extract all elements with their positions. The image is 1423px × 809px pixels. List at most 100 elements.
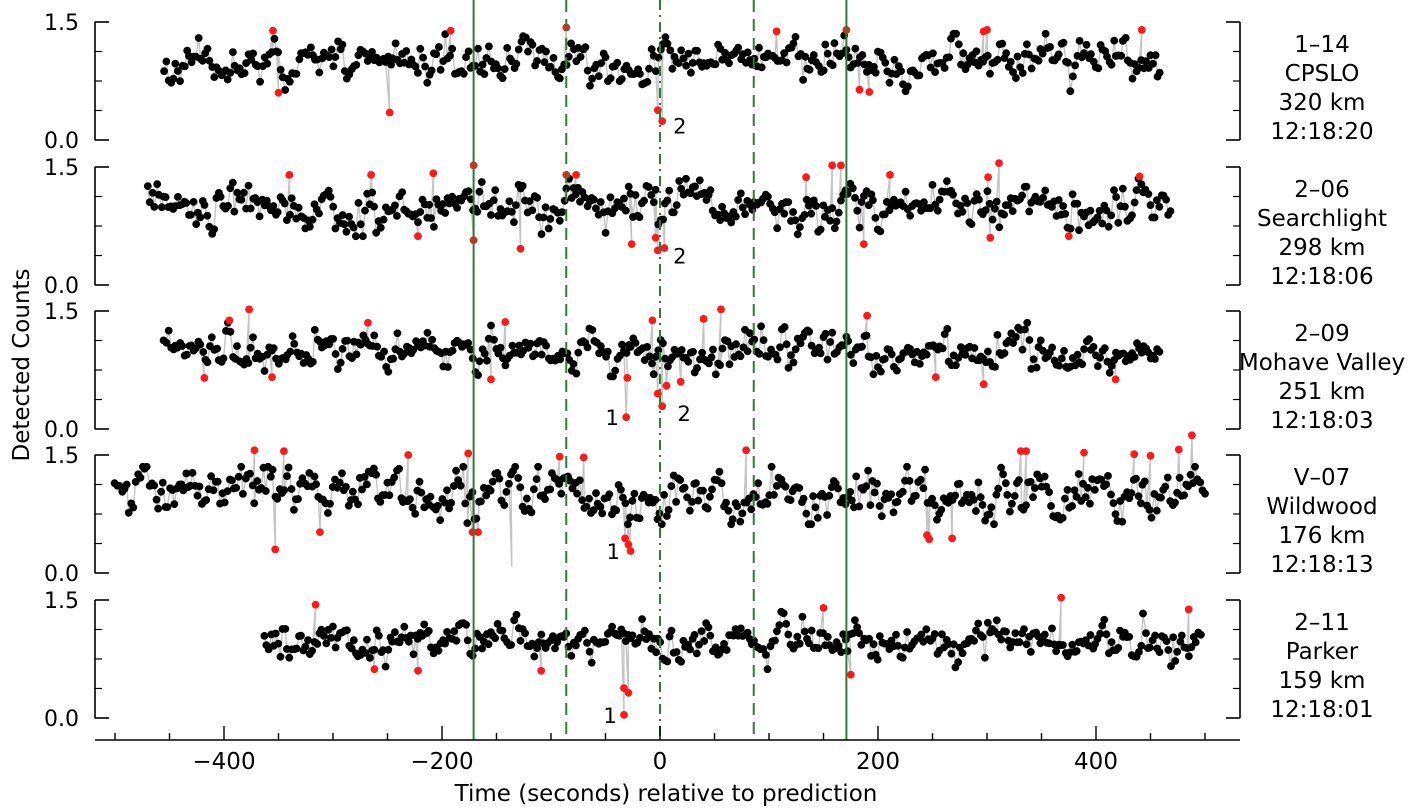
data-point	[423, 78, 432, 87]
data-point	[997, 635, 1006, 644]
data-point	[904, 82, 912, 91]
flagged-point	[925, 535, 934, 544]
data-point	[1186, 470, 1195, 479]
data-point	[1038, 49, 1047, 58]
data-point	[468, 488, 477, 496]
data-point	[253, 477, 262, 485]
flagged-point	[802, 173, 810, 182]
data-point	[649, 370, 658, 379]
data-point	[677, 46, 686, 55]
flagged-point	[622, 413, 631, 422]
flagged-point	[464, 449, 473, 458]
data-point	[1197, 630, 1205, 639]
data-point	[993, 55, 1002, 64]
data-point	[870, 488, 879, 497]
data-point	[562, 184, 571, 193]
data-point	[246, 204, 255, 213]
data-point	[1059, 641, 1067, 649]
data-point	[1157, 493, 1165, 502]
data-point	[743, 628, 752, 637]
data-point	[322, 639, 331, 648]
data-point	[663, 657, 672, 666]
data-point	[263, 59, 272, 68]
data-point	[695, 176, 704, 185]
data-point	[587, 658, 596, 667]
data-point	[594, 72, 603, 80]
data-point	[477, 497, 485, 506]
data-point	[608, 622, 616, 631]
data-point	[244, 359, 253, 367]
data-point	[1045, 488, 1053, 496]
data-point	[992, 197, 1001, 206]
data-point	[508, 341, 517, 350]
data-point	[1009, 339, 1017, 347]
data-point	[290, 506, 298, 514]
station-time: 12:18:20	[1270, 119, 1373, 145]
data-point	[313, 640, 322, 648]
data-point	[533, 193, 542, 202]
data-point	[544, 224, 553, 233]
data-point	[917, 630, 926, 639]
data-point	[709, 345, 717, 354]
data-point	[1135, 648, 1143, 656]
data-point	[196, 340, 205, 349]
data-point	[674, 59, 683, 67]
data-point	[837, 648, 846, 656]
data-point	[229, 48, 237, 56]
data-point	[1096, 353, 1104, 362]
data-point	[581, 43, 590, 52]
data-point	[459, 69, 468, 78]
data-point	[304, 636, 312, 644]
data-point	[828, 204, 837, 213]
data-point	[1006, 507, 1014, 516]
data-point	[651, 185, 660, 194]
data-point	[943, 177, 951, 186]
flagged-point	[1022, 447, 1031, 455]
data-point	[1057, 354, 1066, 363]
data-point	[1117, 51, 1126, 60]
flagged-point	[855, 85, 864, 94]
data-point	[759, 645, 768, 653]
data-point	[485, 42, 493, 51]
data-point	[1047, 502, 1055, 510]
flagged-point	[623, 374, 632, 382]
data-point	[1029, 493, 1037, 502]
data-point	[368, 48, 376, 56]
data-point	[343, 336, 352, 345]
data-point	[720, 640, 728, 648]
data-point	[1196, 478, 1205, 487]
data-point	[484, 640, 493, 649]
data-point	[933, 515, 941, 524]
data-point	[791, 345, 800, 354]
y-tick-label: 0.0	[44, 418, 79, 443]
data-point	[315, 209, 323, 218]
data-point	[269, 344, 278, 353]
data-point	[959, 49, 968, 58]
data-point	[725, 360, 734, 369]
station-site: CPSLO	[1285, 61, 1360, 87]
data-point	[223, 75, 232, 84]
data-point	[308, 358, 317, 366]
data-point	[1166, 207, 1175, 216]
flagged-point	[468, 528, 477, 536]
data-point	[1032, 363, 1041, 372]
data-point	[1089, 343, 1098, 351]
data-point	[223, 487, 232, 495]
panel-cpslo: 0.0 1.5 1–14 CPSLO 320 km 12:18:20 2	[44, 11, 1374, 154]
data-point	[549, 632, 557, 640]
data-point	[978, 501, 987, 509]
data-point	[679, 54, 688, 63]
data-point	[312, 480, 320, 489]
data-point	[1144, 190, 1153, 198]
data-point	[390, 473, 399, 482]
data-point	[475, 187, 484, 196]
data-point	[613, 58, 622, 67]
data-point	[178, 342, 187, 350]
data-point	[967, 220, 976, 229]
data-point	[636, 634, 644, 642]
data-point	[356, 220, 365, 229]
data-point	[475, 357, 484, 366]
data-point	[791, 33, 800, 41]
data-point	[762, 651, 770, 659]
x-tick-label: 200	[856, 749, 900, 775]
